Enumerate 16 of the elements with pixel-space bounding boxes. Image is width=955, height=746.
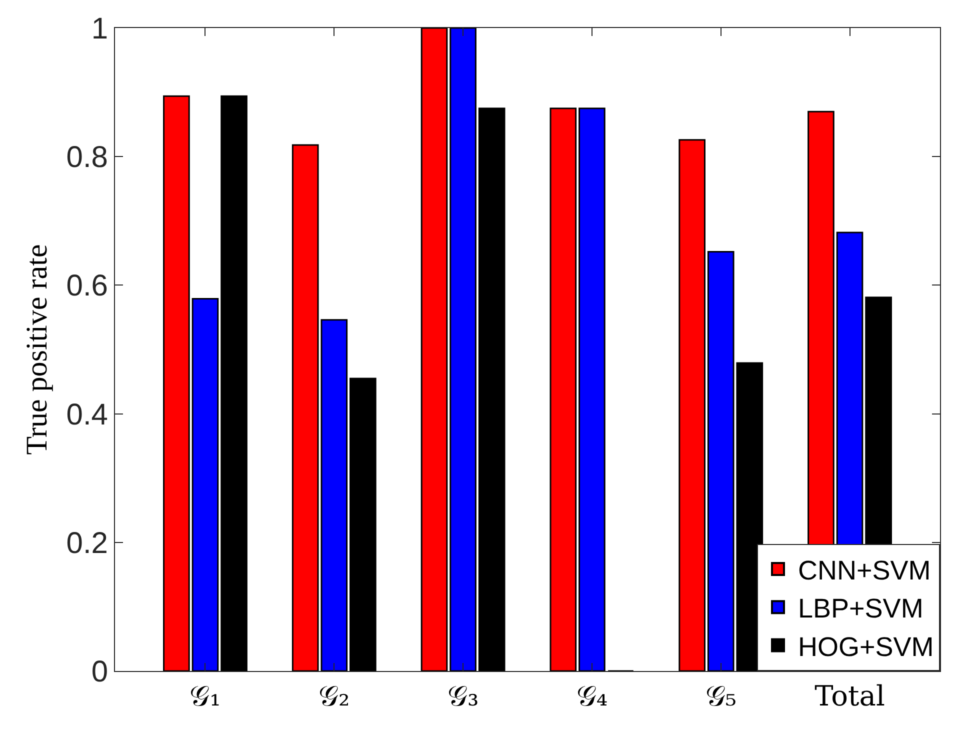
x-tick-label: 𝒢₃ — [447, 680, 479, 713]
legend-label: HOG+SVM — [798, 632, 934, 662]
y-axis-title: True positive rate — [20, 244, 54, 455]
y-tick-label: 0 — [91, 656, 108, 688]
y-tick-label: 0.8 — [66, 141, 108, 174]
x-tick-label: Total — [814, 680, 885, 713]
y-tick-label: 0.4 — [66, 398, 108, 432]
y-tick-label: 0.6 — [66, 270, 108, 303]
x-tick-label: 𝒢₅ — [705, 680, 736, 713]
x-tick-label: 𝒢₁ — [190, 680, 221, 713]
y-tick-label: 1 — [91, 12, 108, 46]
legend-label: CNN+SVM — [798, 556, 931, 586]
x-tick-label: 𝒢₂ — [318, 680, 350, 713]
x-tick-label: 𝒢₄ — [576, 680, 608, 713]
legend-label: LBP+SVM — [798, 594, 924, 624]
y-tick-label: 0.2 — [66, 526, 108, 560]
